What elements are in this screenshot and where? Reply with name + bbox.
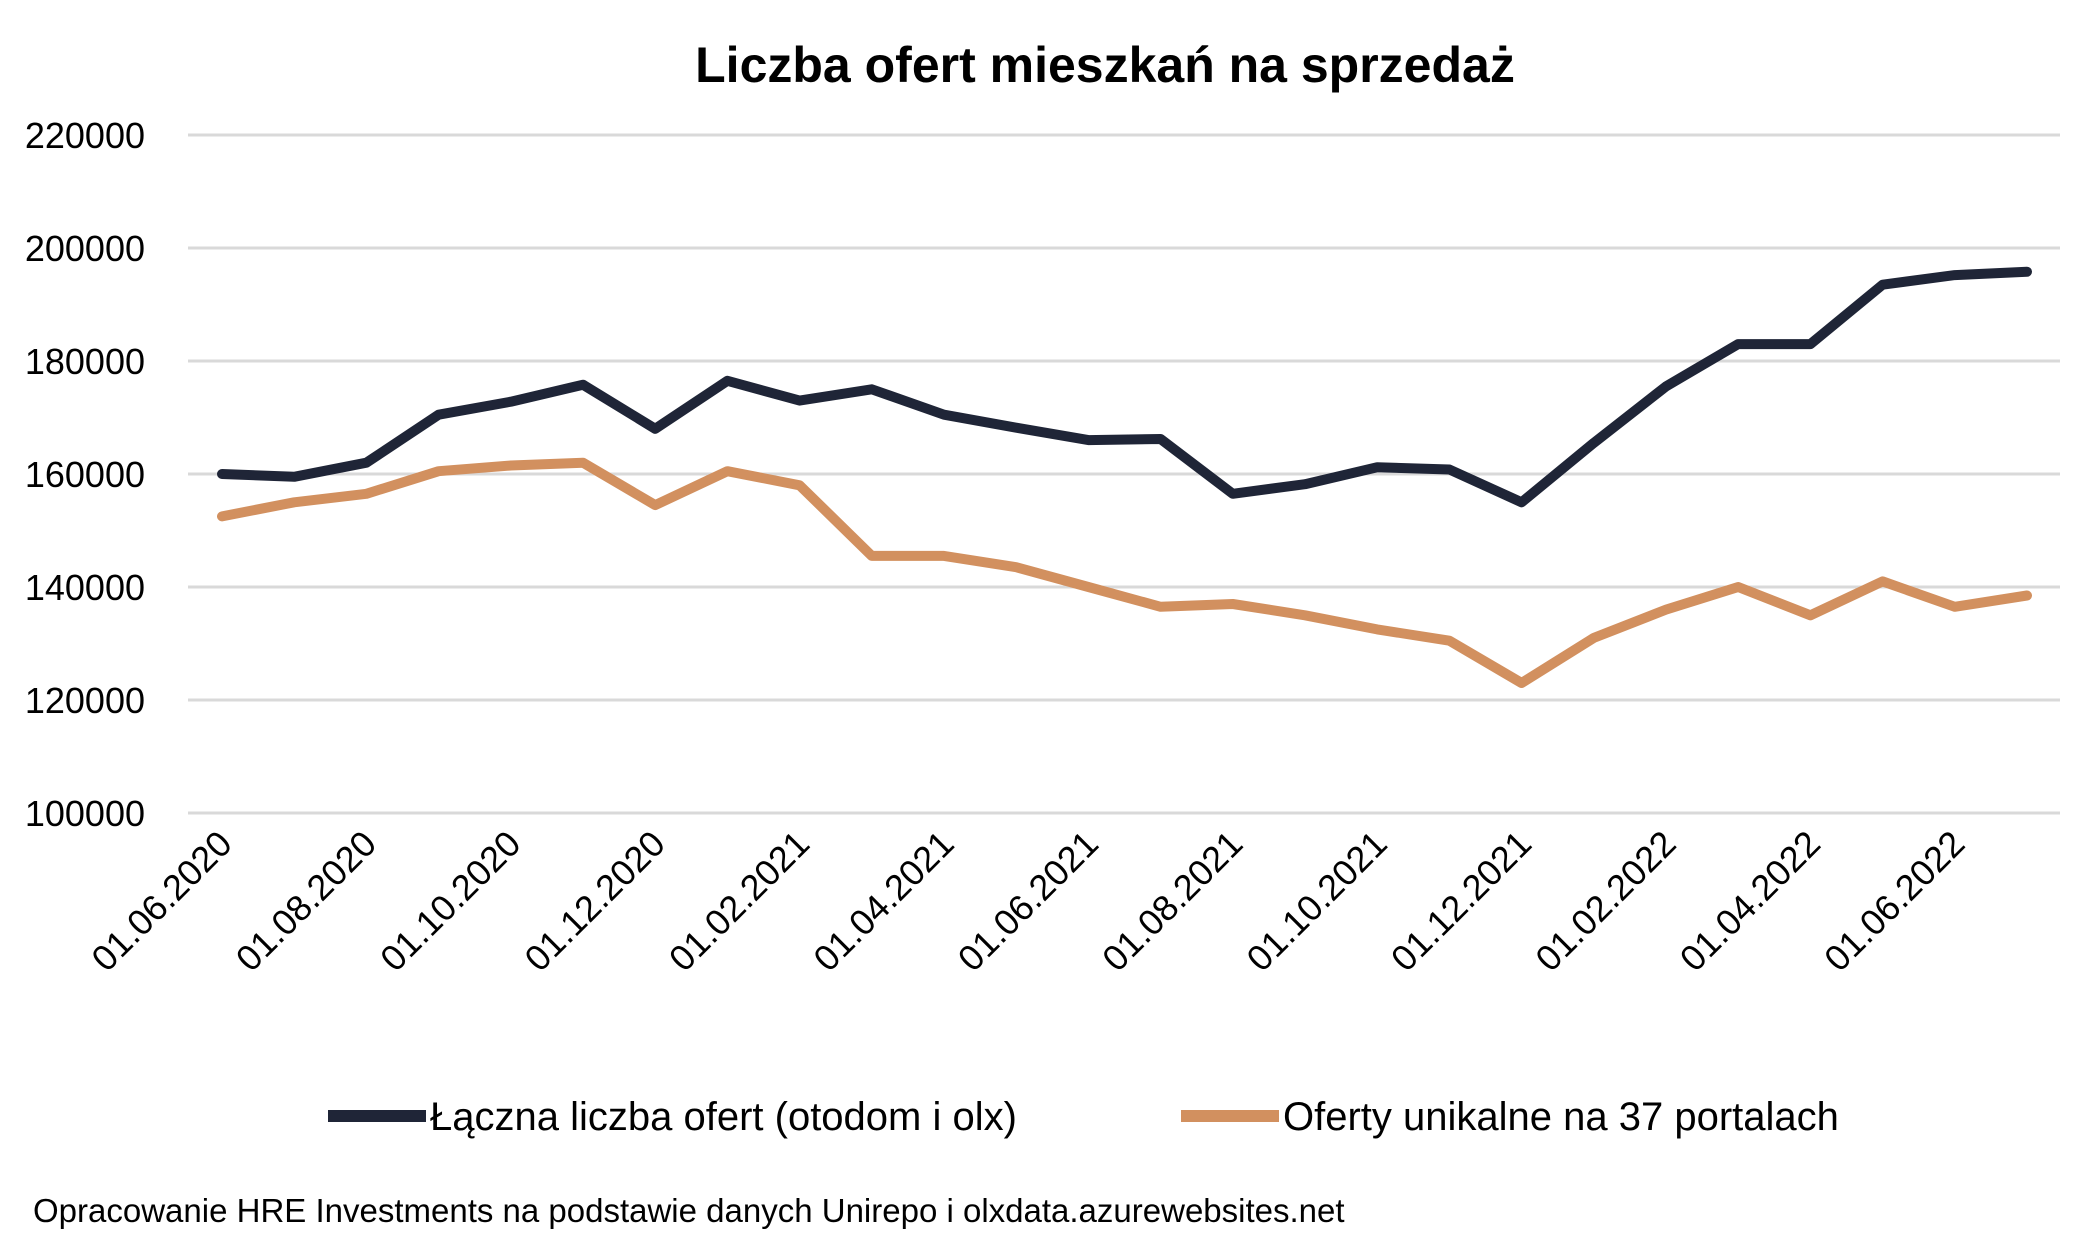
y-tick-label: 140000 <box>25 567 145 608</box>
x-axis-tick-labels: 01.06.202001.08.202001.10.202001.12.2020… <box>83 823 1972 979</box>
x-tick-label: 01.12.2020 <box>516 823 672 979</box>
legend: Łączna liczba ofert (otodom i olx) Ofert… <box>328 1095 1839 1139</box>
x-tick-label: 01.12.2021 <box>1383 823 1539 979</box>
series-line-total-offers <box>217 266 2032 508</box>
y-tick-label: 220000 <box>25 115 145 156</box>
x-tick-label: 01.10.2020 <box>372 823 528 979</box>
series-line-unique-offers <box>217 457 2032 688</box>
x-tick-label: 01.02.2021 <box>661 823 817 979</box>
y-tick-label: 120000 <box>25 680 145 721</box>
chart-title: Liczba ofert mieszkań na sprzedaż <box>695 37 1515 93</box>
x-tick-label: 01.08.2021 <box>1094 823 1250 979</box>
x-tick-label: 01.06.2020 <box>83 823 239 979</box>
gridlines <box>188 133 2060 815</box>
x-tick-label: 01.04.2021 <box>805 823 961 979</box>
legend-label-total-offers: Łączna liczba ofert (otodom i olx) <box>430 1095 1017 1139</box>
legend-label-unique-offers: Oferty unikalne na 37 portalach <box>1283 1095 1839 1139</box>
y-tick-label: 200000 <box>25 228 145 269</box>
x-tick-label: 01.02.2022 <box>1527 823 1683 979</box>
y-axis-tick-labels: 220000 200000 180000 160000 140000 120000 1000… <box>25 115 145 834</box>
source-note: Opracowanie HRE Investments na podstawie… <box>33 1192 1345 1229</box>
y-tick-label: 180000 <box>25 341 145 382</box>
y-tick-label: 160000 <box>25 454 145 495</box>
x-tick-label: 01.04.2022 <box>1672 823 1828 979</box>
x-tick-label: 01.06.2021 <box>950 823 1106 979</box>
x-tick-label: 01.08.2020 <box>228 823 384 979</box>
x-tick-label: 01.10.2021 <box>1238 823 1394 979</box>
x-tick-label: 01.06.2022 <box>1816 823 1972 979</box>
series-lines <box>217 266 2032 688</box>
y-tick-label: 100000 <box>25 793 145 834</box>
